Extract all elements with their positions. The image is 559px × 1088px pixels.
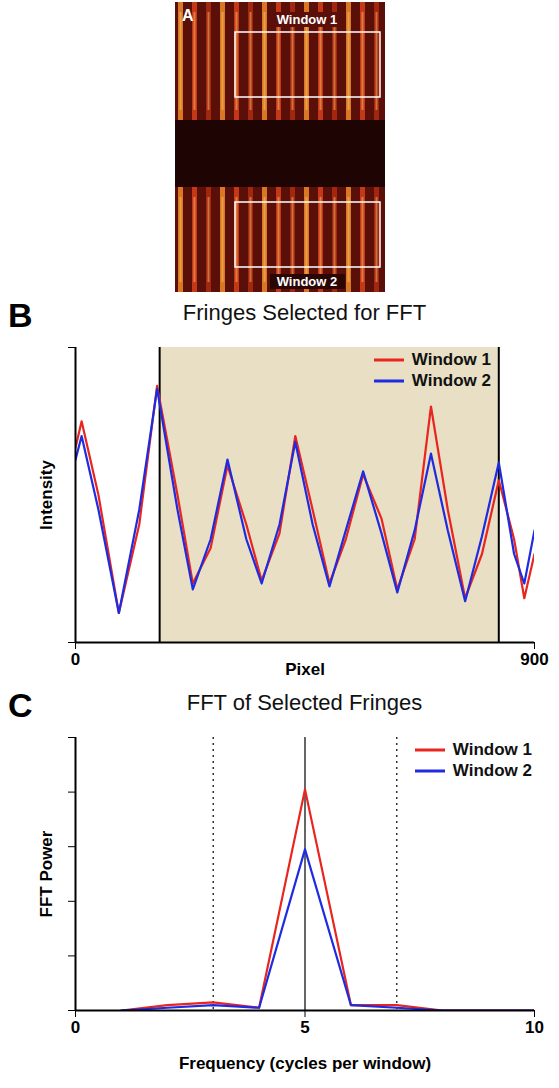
- html-text:Fringes Selected for FFT: Fringes Selected for FFT: [182, 300, 427, 325]
- svg-text:Pixel: Pixel: [285, 660, 325, 679]
- html-text:FFT of Selected Fringes: FFT of Selected Fringes: [186, 690, 423, 715]
- svg-text:5: 5: [300, 1018, 309, 1037]
- html-text:Window 1: Window 1: [452, 739, 532, 759]
- svg-text:A: A: [182, 7, 194, 24]
- svg-text:Intensity: Intensity: [37, 460, 56, 530]
- svg-text:Window 1: Window 1: [277, 12, 338, 27]
- svg-text:Frequency (cycles per window): Frequency (cycles per window): [179, 1054, 431, 1073]
- svg-text:0: 0: [71, 1018, 80, 1037]
- svg-text:Window 2: Window 2: [277, 274, 338, 289]
- html-text:Window 1: Window 1: [411, 349, 491, 369]
- svg-text:0: 0: [71, 650, 80, 669]
- html-text:B: B: [8, 296, 33, 334]
- html-text:Window 2: Window 2: [411, 370, 491, 390]
- svg-text:900: 900: [520, 650, 548, 669]
- svg-text:FFT Power: FFT Power: [37, 830, 56, 917]
- html-text:Window 2: Window 2: [452, 760, 532, 780]
- svg-text:10: 10: [525, 1018, 544, 1037]
- html-text:C: C: [8, 686, 33, 724]
